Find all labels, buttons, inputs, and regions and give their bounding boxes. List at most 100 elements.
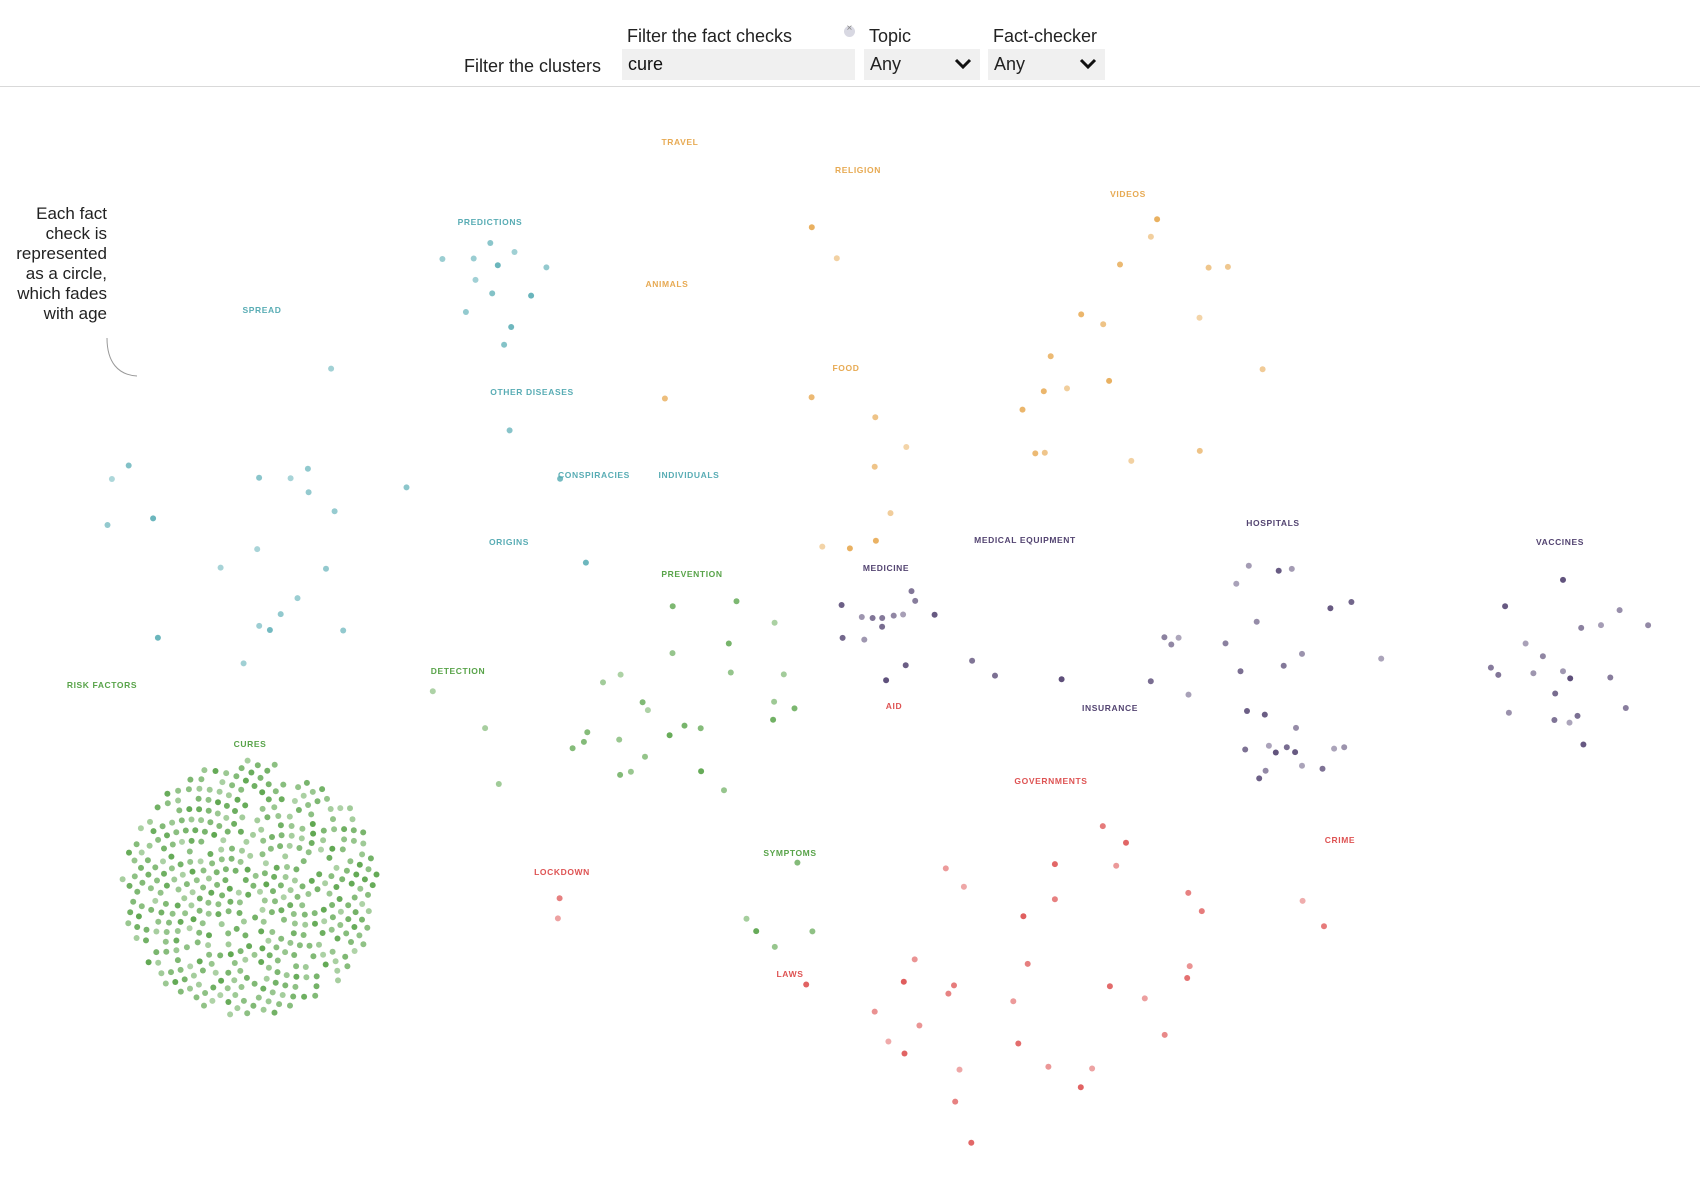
fact-check-dot [101, 502, 106, 507]
cluster-aid[interactable]: AID [834, 701, 954, 835]
fact-check-dot [1101, 728, 1106, 733]
fact-check-dot [627, 692, 632, 697]
fact-check-dot [1173, 231, 1178, 236]
fact-check-dot [1038, 265, 1043, 270]
fact-check-dot [1196, 267, 1202, 272]
cluster-spread[interactable]: SPREAD [69, 305, 455, 693]
cluster-individuals[interactable]: INDIVIDUALS [647, 470, 731, 560]
cluster-risk-factors[interactable]: RISK FACTORS [60, 680, 144, 768]
fact-check-dot [1063, 231, 1068, 236]
fact-check-dot [114, 706, 120, 711]
fact-check-dot [1042, 361, 1047, 366]
fact-check-dot [679, 521, 684, 526]
fact-check-dot [100, 747, 106, 753]
fact-check-dot [494, 758, 500, 763]
fact-check-dot [1491, 681, 1496, 686]
fact-check-dot [686, 492, 691, 497]
cluster-predictions[interactable]: PREDICTIONS [421, 217, 559, 359]
fact-check-dot [1555, 609, 1560, 615]
cluster-insurance[interactable]: INSURANCE [1082, 703, 1138, 760]
fact-check-dot [715, 682, 720, 687]
fact-check-dot [707, 219, 713, 224]
fact-check-dot [1000, 291, 1005, 296]
cluster-travel[interactable]: TRAVEL [622, 137, 738, 261]
fact-check-dot [680, 404, 686, 409]
cluster-hospitals[interactable]: HOSPITALS [1132, 518, 1414, 806]
fact-check-dot [271, 356, 276, 362]
fact-check-dot [492, 611, 497, 617]
clear-search-icon[interactable] [844, 23, 855, 37]
fact-check-dot [175, 636, 181, 641]
fact-check-dot [97, 690, 102, 695]
fact-check-dot [1305, 621, 1310, 626]
cluster-vaccines[interactable]: VACCINES [1452, 537, 1668, 760]
fact-check-dot-highlighted [627, 768, 634, 775]
fact-check-dot [1090, 305, 1095, 311]
fact-check-dot [1021, 418, 1026, 423]
cluster-cures[interactable]: CURES [107, 739, 393, 1031]
fact-check-dot [624, 342, 629, 348]
cluster-conspiracies[interactable]: CONSPIRACIES [548, 470, 640, 571]
fact-check-dot [1119, 738, 1124, 743]
fact-check-dot-highlighted [296, 942, 303, 949]
fact-check-dot [1495, 658, 1501, 663]
fact-check-dot [846, 505, 851, 511]
fact-check-dot [1165, 417, 1171, 423]
fact-check-dot [310, 555, 315, 561]
fact-check-dot [1112, 430, 1117, 436]
fact-check-dot [1485, 699, 1491, 704]
fact-check-dot [1211, 631, 1216, 637]
cluster-symptoms[interactable]: SYMPTOMS [738, 848, 842, 957]
cluster-detection[interactable]: DETECTION [373, 666, 543, 840]
fact-check-dot-highlighted [205, 875, 212, 882]
fact-check-dot [895, 735, 901, 740]
cluster-other-diseases[interactable]: OTHER DISEASES [478, 387, 586, 496]
fact-check-dot [821, 227, 827, 233]
fact-check-dot [507, 755, 512, 760]
fact-check-dot [604, 644, 610, 649]
fact-check-dot [666, 189, 672, 194]
fact-check-dot [1586, 641, 1591, 646]
fact-check-dot [1194, 701, 1199, 706]
search-input[interactable] [622, 49, 855, 80]
fact-check-dot [166, 355, 172, 360]
fact-check-dot [315, 525, 321, 530]
cluster-food[interactable]: FOOD [748, 363, 944, 568]
fact-check-dot [509, 417, 514, 423]
cluster-animals[interactable]: ANIMALS [589, 279, 745, 443]
fact-check-dot [1014, 699, 1019, 705]
fact-check-dot [1193, 625, 1198, 630]
fact-check-dot [363, 460, 368, 466]
fact-check-dot [962, 639, 967, 644]
fact-check-dot [1479, 681, 1484, 687]
fact-check-dot [237, 583, 243, 588]
fact-check-dot [1355, 719, 1361, 725]
cluster-medical-equipment[interactable]: MEDICAL EQUIPMENT [933, 535, 1117, 728]
fact-check-dot [623, 801, 629, 807]
fact-check-dot [72, 717, 78, 722]
fact-check-dot [535, 562, 541, 567]
fact-check-dot [775, 929, 780, 934]
cluster-videos[interactable]: VIDEOS [971, 189, 1285, 509]
cluster-medicine[interactable]: MEDICINE [826, 563, 946, 688]
factchecker-select[interactable]: Any [988, 49, 1105, 80]
fact-check-dot-highlighted [196, 895, 203, 902]
cluster-origins[interactable]: ORIGINS [457, 537, 561, 652]
fact-check-dot [797, 749, 802, 755]
fact-check-dot [604, 805, 610, 811]
cluster-religion[interactable]: RELIGION [780, 165, 936, 331]
fact-check-dot [833, 520, 838, 525]
fact-check-dot [394, 490, 399, 495]
fact-check-dot [123, 596, 128, 601]
fact-check-dot [125, 426, 130, 431]
fact-check-dot [961, 653, 967, 658]
fact-check-dot [1008, 711, 1013, 716]
fact-check-dot [493, 630, 498, 636]
fact-check-dot [358, 585, 364, 591]
fact-check-dot [693, 526, 698, 531]
fact-check-dot [390, 583, 395, 589]
cluster-prevention[interactable]: PREVENTION [549, 569, 835, 861]
topic-select[interactable]: Any [864, 49, 980, 80]
fact-check-dot [381, 738, 387, 743]
fact-check-dot [886, 190, 891, 196]
